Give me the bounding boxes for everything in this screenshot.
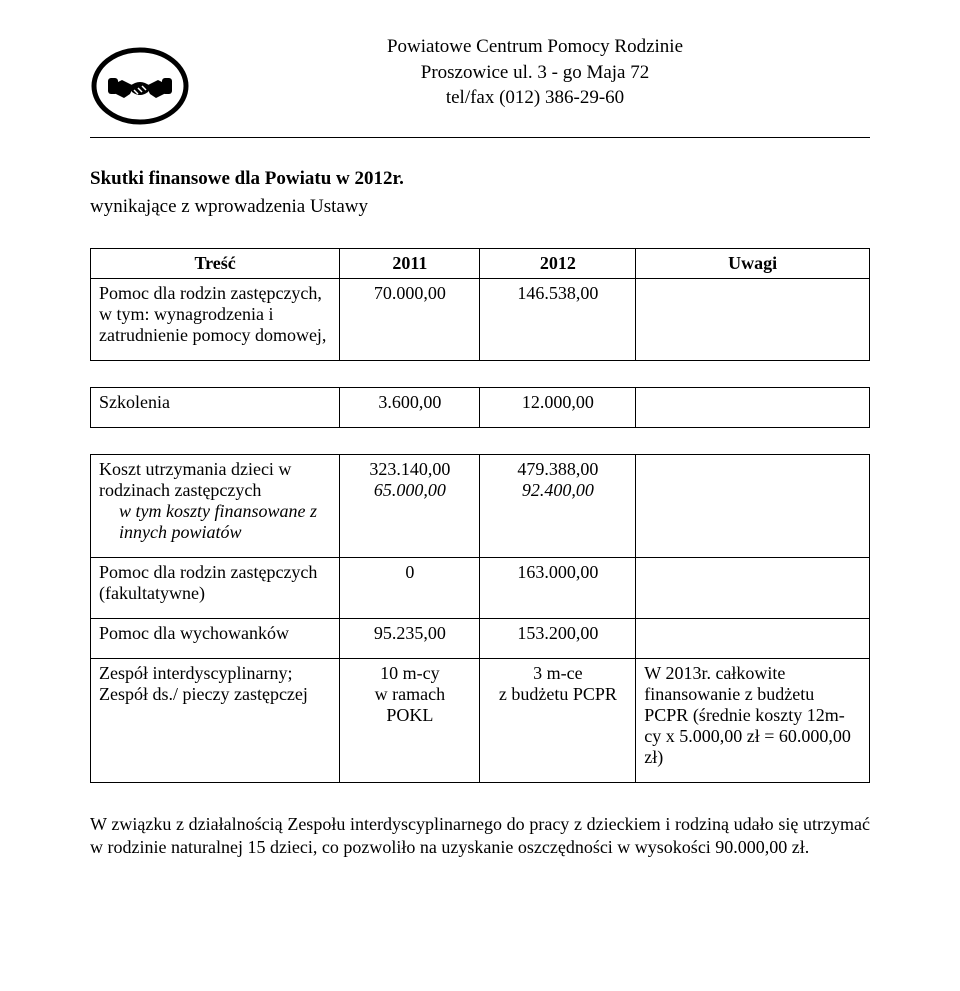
handshake-logo	[90, 30, 200, 131]
cell-uwagi	[636, 388, 870, 428]
table-row: Koszt utrzymania dzieci w rodzinach zast…	[91, 455, 870, 558]
financial-table: Treść 2011 2012 Uwagi Pomoc dla rodzin z…	[90, 248, 870, 783]
table-body: Pomoc dla rodzin zastępczych, w tym: wyn…	[91, 279, 870, 783]
cell-tresc: Pomoc dla wychowanków	[91, 619, 340, 659]
cell-2012: 3 m-ce z budżetu PCPR	[480, 659, 636, 783]
document-page: Powiatowe Centrum Pomocy Rodzinie Proszo…	[0, 0, 960, 918]
cell-2011: 10 m-cy w ramach POKL	[340, 659, 480, 783]
cell-tresc: Pomoc dla rodzin zastępczych, w tym: wyn…	[91, 279, 340, 361]
cell-tresc: Szkolenia	[91, 388, 340, 428]
table-row: Pomoc dla rodzin zastępczych (fakultatyw…	[91, 558, 870, 619]
table-row: Pomoc dla wychowanków95.235,00153.200,00	[91, 619, 870, 659]
header-row: Powiatowe Centrum Pomocy Rodzinie Proszo…	[90, 30, 870, 131]
col-header-uwagi: Uwagi	[636, 249, 870, 279]
table-header-row: Treść 2011 2012 Uwagi	[91, 249, 870, 279]
table-row: Pomoc dla rodzin zastępczych, w tym: wyn…	[91, 279, 870, 361]
cell-2012-b: 92.400,00	[488, 480, 627, 501]
header-line-2: Proszowice ul. 3 - go Maja 72	[200, 60, 870, 86]
cell-tresc: Koszt utrzymania dzieci w rodzinach zast…	[91, 455, 340, 558]
cell-2012: 153.200,00	[480, 619, 636, 659]
cell-uwagi	[636, 279, 870, 361]
header-line-1: Powiatowe Centrum Pomocy Rodzinie	[200, 34, 870, 60]
header-text: Powiatowe Centrum Pomocy Rodzinie Proszo…	[200, 30, 870, 111]
cell-2012-a: 479.388,00	[488, 459, 627, 480]
cell-uwagi: W 2013r. całkowite finansowanie z budżet…	[636, 659, 870, 783]
cell-2011: 3.600,00	[340, 388, 480, 428]
document-subtitle: wynikające z wprowadzenia Ustawy	[90, 196, 870, 218]
table-row: Zespół interdyscyplinarny; Zespół ds./ p…	[91, 659, 870, 783]
handshake-icon	[90, 36, 190, 126]
table-spacer-row	[91, 361, 870, 388]
cell-2011: 70.000,00	[340, 279, 480, 361]
cell-tresc: Pomoc dla rodzin zastępczych (fakultatyw…	[91, 558, 340, 619]
cell-2011: 95.235,00	[340, 619, 480, 659]
cell-2012: 12.000,00	[480, 388, 636, 428]
cell-tresc-main: Koszt utrzymania dzieci w rodzinach zast…	[99, 459, 291, 500]
header-line-3: tel/fax (012) 386-29-60	[200, 85, 870, 111]
header-divider	[90, 137, 870, 138]
cell-2011-b: 65.000,00	[348, 480, 471, 501]
cell-2012: 146.538,00	[480, 279, 636, 361]
col-header-tresc: Treść	[91, 249, 340, 279]
document-title: Skutki finansowe dla Powiatu w 2012r.	[90, 168, 870, 190]
cell-uwagi	[636, 619, 870, 659]
cell-tresc-sub: w tym koszty finansowane z innych powiat…	[99, 501, 331, 543]
cell-2012: 163.000,00	[480, 558, 636, 619]
table-spacer-row	[91, 428, 870, 455]
cell-uwagi	[636, 455, 870, 558]
table-row: Szkolenia3.600,0012.000,00	[91, 388, 870, 428]
cell-uwagi	[636, 558, 870, 619]
cell-tresc: Zespół interdyscyplinarny; Zespół ds./ p…	[91, 659, 340, 783]
cell-2011-a: 323.140,00	[348, 459, 471, 480]
cell-2011: 323.140,0065.000,00	[340, 455, 480, 558]
col-header-2012: 2012	[480, 249, 636, 279]
footnote-paragraph: W związku z działalnością Zespołu interd…	[90, 813, 870, 860]
cell-2011: 0	[340, 558, 480, 619]
col-header-2011: 2011	[340, 249, 480, 279]
cell-2012: 479.388,0092.400,00	[480, 455, 636, 558]
